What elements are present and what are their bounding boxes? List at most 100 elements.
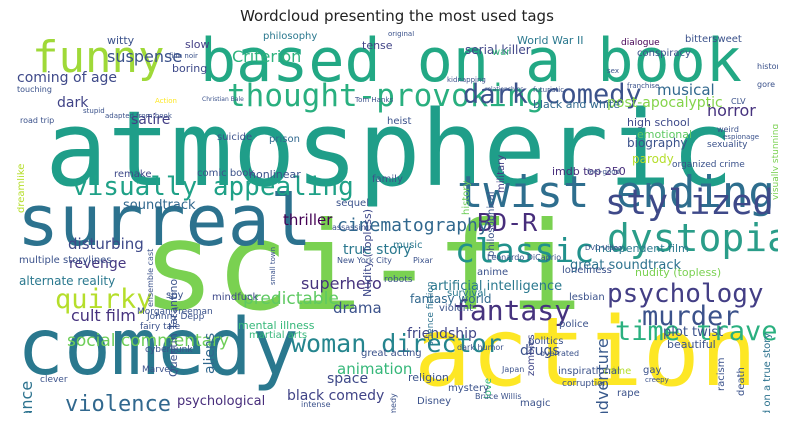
- word-emotional: emotional: [637, 128, 693, 141]
- word-history: history: [461, 180, 472, 215]
- word-music: music: [393, 240, 423, 251]
- word-anime: anime: [477, 267, 509, 278]
- word-action: action: [414, 298, 758, 408]
- word-kidnapping: kidnapping: [447, 76, 486, 84]
- word-corruption: corruption: [562, 379, 609, 389]
- word-violent: violent: [439, 303, 474, 314]
- word-weird: weird: [717, 125, 739, 134]
- word-dystopia: dystopia: [607, 216, 778, 260]
- word-heist: heist: [387, 116, 412, 127]
- word-overrated: overrated: [540, 349, 580, 358]
- word-fairy-tale: fairy tale: [140, 322, 181, 332]
- word-suicide: suicide: [217, 132, 253, 143]
- word-clever: clever: [40, 375, 68, 385]
- word-original: original: [388, 31, 415, 38]
- word-high-school: high school: [627, 116, 690, 129]
- word-war: war: [492, 47, 511, 58]
- word-criterion: Criterion: [232, 47, 302, 66]
- word-dark-humor: dark humor: [457, 343, 504, 352]
- word-funny: funny: [32, 32, 165, 83]
- word-superhero: superhero: [301, 274, 382, 293]
- word-franchise: franchise: [627, 82, 660, 90]
- word-great-soundtrack: great soundtrack: [570, 258, 682, 273]
- word-gay: gay: [643, 365, 662, 376]
- word-dreamlike: dreamlike: [17, 163, 27, 213]
- word-based-on-a-book: based on a book: [200, 31, 742, 96]
- word-visually-appealing: visually appealing: [72, 172, 354, 202]
- word-cinematography: cinematography: [337, 215, 489, 236]
- word-clv: CLV: [731, 97, 746, 106]
- wordcloud-canvas: atmospheric sci-fi comedy action based on a …: [17, 31, 778, 413]
- word-morgan-freeman: Morgan Freeman: [137, 307, 213, 317]
- word-adapted-from-book: adapted from:book: [105, 112, 172, 120]
- word-stylized: stylized: [605, 183, 774, 223]
- word-action: Action: [155, 97, 177, 105]
- word-dvd-video: DVD-Video: [585, 244, 623, 252]
- word-sci-fi: sci-fi: [142, 196, 583, 338]
- word-conspiracy: conspiracy: [637, 48, 691, 59]
- word-tense: tense: [362, 39, 393, 52]
- word-surreal: surreal: [17, 180, 313, 262]
- word-soundtrack: soundtrack: [123, 198, 196, 213]
- word-creepy: creepy: [645, 376, 669, 384]
- word-thriller: thriller: [283, 211, 333, 229]
- word-fantasy: fantasy: [453, 294, 572, 327]
- word-philosophical: philosophical: [486, 191, 497, 257]
- word-black-comedy: black comedy: [287, 388, 385, 404]
- word-lesbian: lesbian: [569, 292, 605, 303]
- word-romance: romance: [17, 381, 36, 413]
- word-martial-arts: martial arts: [249, 330, 308, 341]
- word-inspirational: inspirational: [558, 366, 620, 377]
- word-atmospheric: atmospheric: [45, 88, 734, 210]
- word-mental-illness: mental illness: [238, 319, 315, 332]
- word-drama: drama: [333, 299, 382, 317]
- word-nudity-topless: nudity (topless): [635, 266, 722, 279]
- word-great-acting: great acting: [361, 348, 422, 359]
- word-coming-of-age: coming of age: [17, 70, 118, 86]
- word-animation: animation: [337, 360, 413, 378]
- word-multiple-storylines: multiple storylines: [19, 255, 112, 266]
- word-pixar: Pixar: [413, 256, 433, 265]
- word-tom-hanks: Tom Hanks: [355, 96, 394, 104]
- word-japan: Japan: [502, 365, 525, 374]
- word-survival: survival: [447, 288, 487, 299]
- word-gore: gore: [757, 80, 776, 89]
- word-religion: religion: [408, 371, 449, 384]
- word-bruce-willis: Bruce Willis: [475, 392, 522, 401]
- word-fantasy-world: fantasy world: [410, 292, 492, 306]
- word-murder: murder: [642, 301, 740, 332]
- word-beautiful: beautiful: [667, 338, 716, 351]
- word-christian-bale: Christian Bale: [202, 96, 244, 103]
- word-witty: witty: [107, 34, 135, 47]
- word-cult-film: cult film: [71, 306, 136, 325]
- word-comic-book: comic book: [197, 168, 255, 179]
- word-touching: touching: [17, 85, 52, 94]
- word-disturbing: disturbing: [68, 235, 144, 253]
- word-marvel: Marvel: [142, 365, 173, 375]
- word-predictable: predictable: [243, 289, 339, 309]
- word-violence: violence: [65, 392, 171, 414]
- word-imdb-top-250: imdb top 250: [552, 165, 626, 178]
- word-mystery: mystery: [448, 383, 489, 394]
- word-nonlinear: nonlinear: [249, 168, 301, 181]
- word-dark: dark: [57, 95, 89, 111]
- word-post-apocalyptic: post-apocalyptic: [607, 95, 723, 111]
- word-rape: rape: [617, 388, 640, 399]
- word-dark-comedy: dark comedy: [463, 79, 642, 110]
- word-cyberpunk: cyberpunk: [145, 345, 193, 355]
- word-espionage: espionage: [723, 133, 760, 141]
- word-leonardo-dicaprio: Leonardo DiCaprio: [487, 253, 562, 262]
- word-friendship: friendship: [407, 326, 477, 342]
- word-suspense: suspense: [107, 47, 183, 66]
- word-loneliness: loneliness: [562, 265, 612, 276]
- word-dialogue: dialogue: [621, 38, 660, 48]
- word-stupid: stupid: [83, 107, 105, 115]
- word-psychology: psychology: [607, 279, 764, 309]
- word-black-and-white: black and white: [533, 98, 620, 111]
- word-road-trip: road trip: [20, 116, 55, 125]
- word-artificial-intelligence: artificial intelligence: [430, 279, 563, 294]
- word-death: death: [736, 367, 747, 396]
- word-twist-ending: twist ending: [457, 167, 775, 218]
- word-philosophy: philosophy: [263, 31, 318, 42]
- word-johnny-depp: Johnny Depp: [147, 312, 205, 322]
